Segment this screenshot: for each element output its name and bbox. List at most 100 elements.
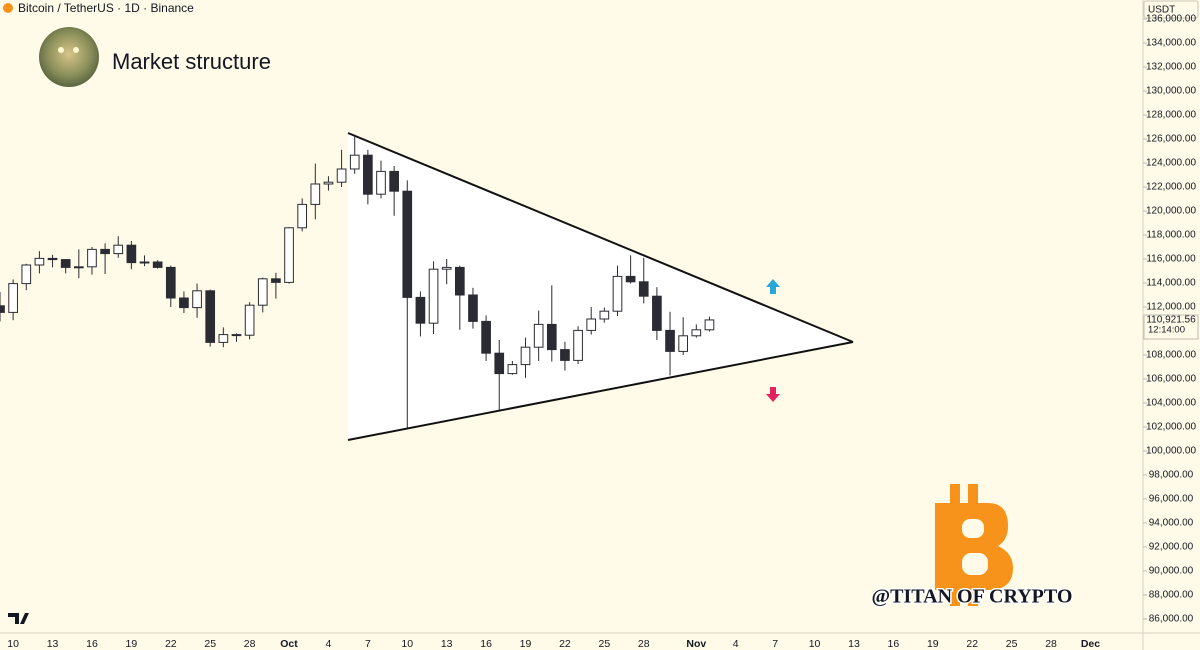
currency-box — [1143, 0, 1199, 19]
avatar-eye — [58, 47, 64, 53]
candle-body — [494, 352, 505, 375]
y-tick-label: 122,000.00 — [1146, 182, 1196, 193]
candle-body — [520, 346, 531, 366]
y-tick-label: 126,000.00 — [1146, 134, 1196, 145]
currency: USDT — [1148, 5, 1175, 16]
y-tick-label: 98,000.00 — [1149, 470, 1194, 481]
candle-body — [389, 170, 399, 192]
x-tick-label: 19 — [927, 638, 939, 650]
x-tick-label: Dec — [1081, 638, 1100, 650]
candle-body — [586, 318, 597, 331]
y-tick-label: 106,000.00 — [1146, 374, 1196, 385]
x-tick-label: 16 — [480, 638, 492, 650]
candle-body — [363, 154, 373, 195]
candle-body — [231, 334, 242, 337]
bitcoin-logo — [935, 484, 1013, 606]
logo-part — [968, 484, 978, 508]
x-tick-label: 13 — [848, 638, 860, 650]
candle-body — [271, 278, 281, 283]
candle-body — [323, 181, 334, 185]
candle-body — [126, 244, 137, 264]
x-tick-label: 10 — [809, 638, 821, 650]
logo-part — [962, 519, 984, 538]
candle-body — [560, 349, 570, 361]
y-tick-label: 124,000.00 — [1146, 158, 1196, 169]
y-tick-label: 130,000.00 — [1146, 86, 1196, 97]
x-tick-label: 28 — [244, 638, 256, 650]
candle-body — [205, 290, 216, 343]
y-tick-label: 114,000.00 — [1146, 278, 1196, 289]
candles — [0, 136, 715, 429]
candle-body — [8, 283, 18, 313]
candle-body — [60, 259, 71, 268]
watermark: @TITAN OF CRYPTO — [872, 586, 1073, 608]
down-arrow — [766, 387, 780, 402]
y-tick-label: 112,000.00 — [1146, 302, 1196, 313]
candle-body — [21, 264, 32, 285]
x-tick-label: 19 — [520, 638, 532, 650]
candle-body — [507, 364, 518, 375]
candle-body — [179, 297, 189, 309]
logo-part — [950, 586, 960, 606]
candle-body — [625, 275, 636, 283]
x-tick-label: 25 — [1006, 638, 1018, 650]
candle-body — [376, 170, 386, 195]
y-tick-label: 90,000.00 — [1149, 566, 1194, 577]
candle-body — [678, 335, 689, 352]
y-tick-label: 96,000.00 — [1149, 494, 1194, 505]
candle-body — [599, 310, 610, 320]
candle-body — [284, 227, 294, 283]
candle-body — [546, 323, 557, 351]
y-tick-label: 88,000.00 — [1149, 590, 1194, 601]
y-tick-label: 100,000.00 — [1146, 446, 1196, 457]
upper-trendline — [347, 132, 854, 343]
x-tick-label: 10 — [7, 638, 19, 650]
x-tick-label: Oct — [280, 638, 298, 650]
up-arrow — [766, 279, 780, 294]
candle-body — [139, 261, 150, 264]
logo-part — [950, 484, 960, 508]
logo-part — [962, 553, 988, 575]
y-tick-label: 104,000.00 — [1146, 398, 1196, 409]
symbol-icon — [3, 3, 13, 13]
candle-body — [454, 266, 465, 296]
y-tick-label: 136,000.00 — [1146, 14, 1196, 25]
symbol-title: Bitcoin / TetherUS · 1D · Binance — [18, 1, 194, 15]
candle-body — [533, 323, 544, 348]
candle-body — [704, 319, 715, 331]
candle-body — [87, 248, 97, 268]
x-tick-label: 4 — [326, 638, 332, 650]
x-tick-label: 4 — [733, 638, 739, 650]
avatar — [39, 27, 99, 87]
candle-body — [468, 294, 478, 322]
x-tick-label: 22 — [165, 638, 177, 650]
candle-body — [573, 329, 583, 361]
candle-body — [481, 320, 491, 354]
triangle-area — [348, 133, 853, 440]
y-tick-label: 128,000.00 — [1146, 110, 1196, 121]
candle-body — [0, 305, 5, 313]
candle-body — [47, 257, 58, 261]
x-tick-label: 16 — [888, 638, 900, 650]
candle-body — [612, 275, 623, 312]
candle-body — [428, 268, 439, 324]
last-price-box — [1143, 314, 1199, 340]
x-tick-label: 10 — [401, 638, 413, 650]
logo-part — [935, 503, 1013, 590]
y-tick-label: 132,000.00 — [1146, 62, 1196, 73]
candle-body — [73, 266, 84, 269]
y-tick-label: 118,000.00 — [1146, 230, 1196, 241]
logo-part — [968, 586, 978, 606]
x-tick-label: 19 — [126, 638, 138, 650]
candle-body — [113, 244, 124, 255]
candle-body — [441, 266, 452, 270]
candle-body — [257, 278, 268, 306]
x-tick-label: 16 — [86, 638, 98, 650]
avatar-eye — [73, 47, 79, 53]
candle-body — [415, 296, 426, 324]
candle-body — [402, 190, 413, 298]
y-tick-label: 86,000.00 — [1149, 614, 1194, 625]
candle-body — [297, 203, 308, 229]
candle-body — [34, 257, 45, 266]
